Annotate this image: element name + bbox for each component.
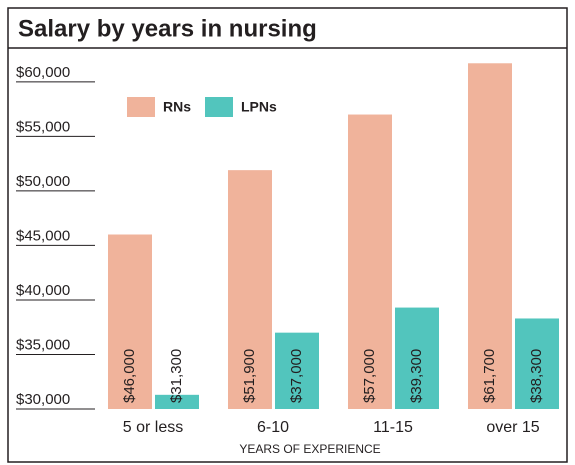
x-axis-label: YEARS OF EXPERIENCE	[239, 442, 380, 456]
bar	[468, 63, 512, 409]
legend-label: LPNs	[241, 99, 277, 115]
legend-swatch	[127, 97, 155, 117]
chart-title: Salary by years in nursing	[18, 15, 317, 42]
bar	[275, 332, 319, 409]
bar	[108, 234, 152, 409]
x-tick-label: over 15	[486, 419, 539, 436]
x-tick-label: 11-15	[373, 419, 413, 436]
value-label: $61,700	[481, 349, 498, 403]
y-tick-label: $60,000	[16, 64, 70, 81]
legend-label: RNs	[163, 99, 191, 115]
value-label: $38,300	[528, 349, 545, 403]
value-label: $31,300	[168, 349, 185, 403]
x-tick-label: 6-10	[257, 419, 289, 436]
value-label: $37,000	[288, 349, 305, 403]
value-label: $57,000	[361, 349, 378, 403]
x-tick-label: 5 or less	[123, 419, 183, 436]
bar	[395, 307, 439, 409]
value-label: $46,000	[121, 349, 138, 403]
y-tick-label: $50,000	[16, 173, 70, 190]
bar	[348, 114, 392, 409]
y-tick-label: $40,000	[16, 282, 70, 299]
value-label: $39,300	[408, 349, 425, 403]
value-label: $51,900	[241, 349, 258, 403]
y-tick-label: $55,000	[16, 118, 70, 135]
bar	[515, 318, 559, 409]
bar	[155, 394, 199, 409]
bar	[228, 170, 272, 409]
y-tick-label: $45,000	[16, 227, 70, 244]
legend-swatch	[205, 97, 233, 117]
y-tick-label: $35,000	[16, 336, 70, 353]
y-tick-label: $30,000	[16, 391, 70, 408]
